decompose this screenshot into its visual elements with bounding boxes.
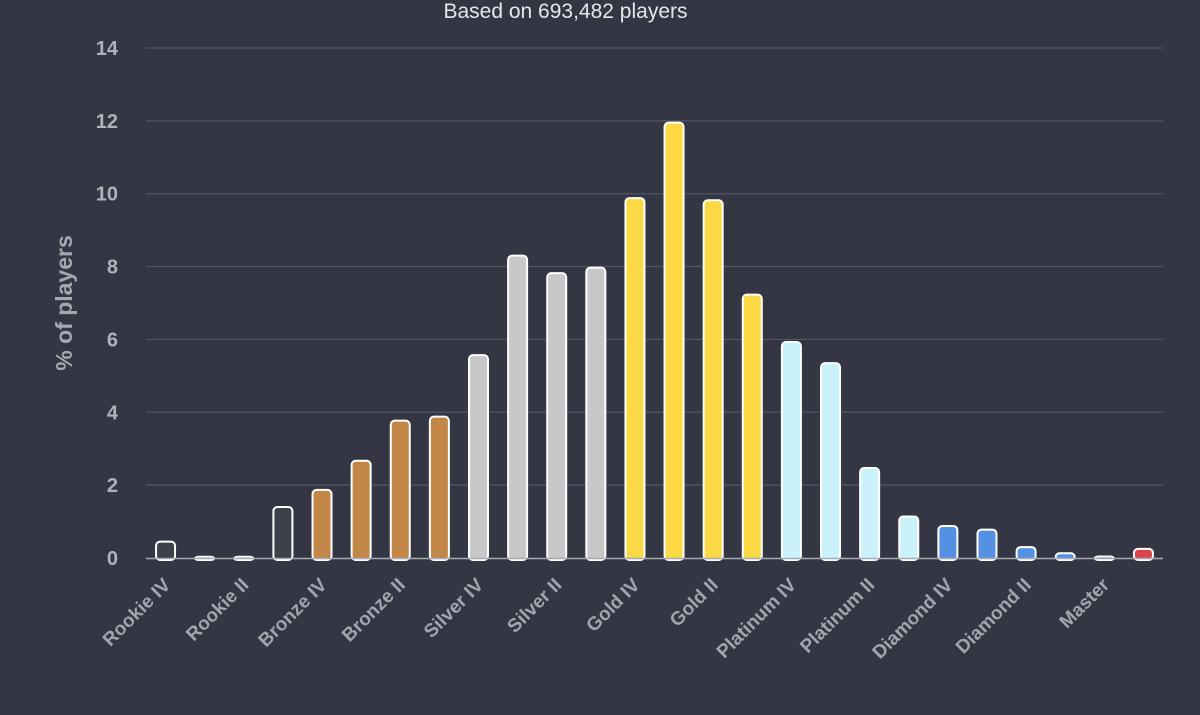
y-tick-label: 0 xyxy=(107,548,118,570)
bar-platinum-iii xyxy=(820,362,842,561)
y-tick-label: 6 xyxy=(107,329,118,351)
x-tick-label: Diamond II xyxy=(952,575,1036,659)
bar-silver-ii xyxy=(546,272,568,561)
bar-grandmaster xyxy=(1132,547,1154,562)
y-tick-label: 12 xyxy=(96,111,118,133)
bar-silver-iii xyxy=(507,254,529,561)
x-tick-label: Silver IV xyxy=(420,574,488,642)
x-tick-label: Gold IV xyxy=(583,574,645,636)
y-tick-label: 14 xyxy=(96,38,119,60)
x-tick-label: Platinum IV xyxy=(713,574,801,662)
bar-diamond-ii xyxy=(1015,546,1037,561)
y-tick-label: 8 xyxy=(107,257,118,279)
bar-silver-i xyxy=(585,266,607,561)
y-tick-label: 4 xyxy=(107,402,119,424)
y-tick-label: 2 xyxy=(107,475,118,497)
bar-platinum-ii xyxy=(859,467,881,561)
chart-subtitle: Based on 693,482 players xyxy=(443,0,688,23)
x-tick-label: Bronze IV xyxy=(255,574,332,651)
x-tick-label: Rookie II xyxy=(182,575,253,646)
bar-gold-iii xyxy=(663,121,685,562)
bar-gold-i xyxy=(741,293,763,561)
bar-gold-iv xyxy=(624,197,646,561)
bar-bronze-ii xyxy=(389,419,411,561)
bar-rookie-i xyxy=(272,506,294,561)
bar-platinum-i xyxy=(898,515,920,562)
bar-diamond-iv xyxy=(937,524,959,562)
bar-bronze-i xyxy=(428,415,450,561)
bar-silver-iv xyxy=(467,354,489,562)
x-tick-label: Master xyxy=(1056,574,1115,633)
bar-bronze-iii xyxy=(350,459,372,561)
bar-bronze-iv xyxy=(311,488,333,561)
x-tick-label: Gold II xyxy=(666,575,723,632)
bar-rookie-iv xyxy=(155,540,177,561)
bar-gold-ii xyxy=(702,199,724,561)
x-tick-label: Silver II xyxy=(504,575,567,638)
x-tick-label: Platinum II xyxy=(796,575,879,658)
bar-diamond-iii xyxy=(976,528,998,561)
bar-platinum-iv xyxy=(780,340,802,561)
x-tick-label: Rookie IV xyxy=(99,574,175,650)
y-tick-label: 10 xyxy=(96,184,118,206)
x-tick-label: Bronze II xyxy=(338,575,410,647)
y-axis-title: % of players xyxy=(51,235,77,371)
x-tick-label: Diamond IV xyxy=(869,574,958,663)
